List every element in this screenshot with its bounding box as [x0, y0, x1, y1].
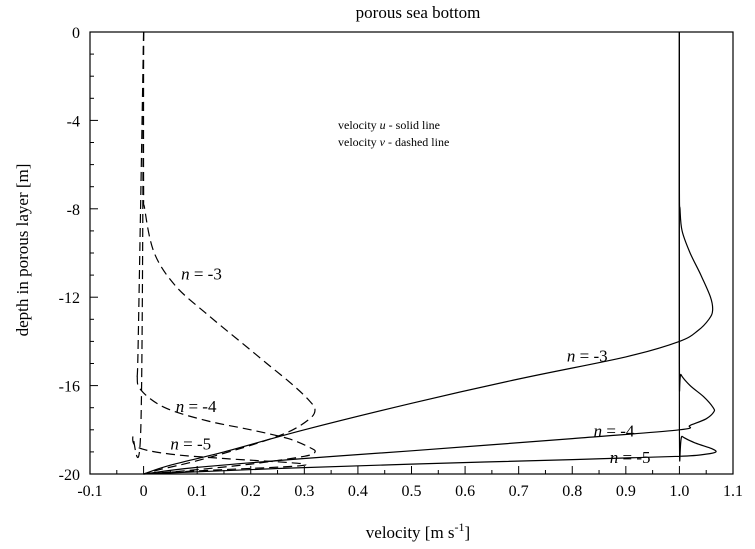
x-axis-label: velocity [m s-1] [366, 520, 470, 542]
x-tick-label: 1.1 [723, 483, 743, 500]
x-tick-label: 1.0 [669, 483, 689, 500]
x-tick-label: 0 [140, 483, 148, 500]
x-tick-label: 0.2 [241, 483, 261, 500]
x-axis-ticks: -0.1 0 0.1 0.2 0.3 0.4 0.5 0.6 0.7 0.8 0.9 1.0 1.1 [77, 466, 743, 500]
y-tick-label: -12 [59, 290, 80, 307]
velocity-v-curve-label: n = -5 [170, 435, 211, 454]
y-tick-label: -4 [67, 113, 80, 130]
annotation-v-var: v [380, 135, 386, 149]
velocity-u-curve-label: n = -5 [610, 448, 651, 467]
curve-label-var: n [176, 397, 185, 416]
velocity-u-curve-label: n = -4 [594, 421, 635, 440]
velocity-u-curve [143, 31, 714, 475]
annotation-u-prefix: velocity [338, 118, 380, 132]
y-axis-label: depth in porous layer [m] [13, 164, 32, 337]
x-tick-label: 0.1 [187, 483, 207, 500]
curve-label-value: = -5 [179, 435, 211, 454]
annotation-v: velocity v - dashed line [338, 135, 449, 149]
velocity-v-curve [132, 31, 307, 475]
curve-label-var: n [181, 265, 190, 284]
velocity-v-curve [136, 31, 316, 475]
x-axis-label-main: velocity [m s [366, 523, 455, 542]
annotation-u-var: u [380, 118, 386, 132]
x-tick-label: 0.9 [616, 483, 636, 500]
y-tick-label: -8 [67, 202, 80, 219]
x-tick-label: 0.3 [294, 483, 314, 500]
x-tick-label: -0.1 [77, 483, 102, 500]
curve-label-var: n [567, 346, 576, 365]
annotation-v-prefix: velocity [338, 135, 380, 149]
y-tick-label: 0 [72, 25, 80, 42]
velocity-u-curve [143, 31, 717, 475]
annotation-v-suffix: - dashed line [385, 135, 449, 149]
curve-labels: n = -3n = -4n = -5n = -3n = -4n = -5 [170, 265, 650, 467]
x-tick-label: 0.8 [562, 483, 582, 500]
velocity-v-curve-label: n = -3 [181, 265, 222, 284]
curve-label-value: = -4 [184, 397, 217, 416]
curve-label-var: n [610, 448, 619, 467]
x-axis-label-end: ] [465, 523, 471, 542]
velocity-curves [132, 31, 717, 475]
x-tick-label: 0.4 [348, 483, 368, 500]
curve-label-value: = -3 [575, 346, 607, 365]
velocity-u-curve [143, 31, 716, 475]
x-tick-label: 0.7 [509, 483, 529, 500]
annotation-u-suffix: - solid line [386, 118, 440, 132]
curve-label-value: = -5 [618, 448, 650, 467]
curve-label-var: n [170, 435, 179, 454]
x-tick-label: 0.6 [455, 483, 475, 500]
velocity-u-curve-label: n = -3 [567, 346, 608, 365]
x-axis-label-sup: -1 [455, 520, 465, 534]
chart-title: porous sea bottom [356, 3, 481, 22]
annotation-u: velocity u - solid line [338, 118, 440, 132]
y-tick-label: -16 [59, 379, 80, 396]
curve-label-value: = -3 [190, 265, 222, 284]
curve-label-var: n [594, 421, 603, 440]
y-axis-ticks: 0 -4 -8 -12 -16 -20 [59, 25, 98, 484]
y-tick-label: -20 [59, 467, 80, 484]
x-tick-label: 0.5 [402, 483, 422, 500]
curve-label-value: = -4 [602, 421, 635, 440]
velocity-v-curve [142, 31, 316, 475]
velocity-v-curve-label: n = -4 [176, 397, 217, 416]
